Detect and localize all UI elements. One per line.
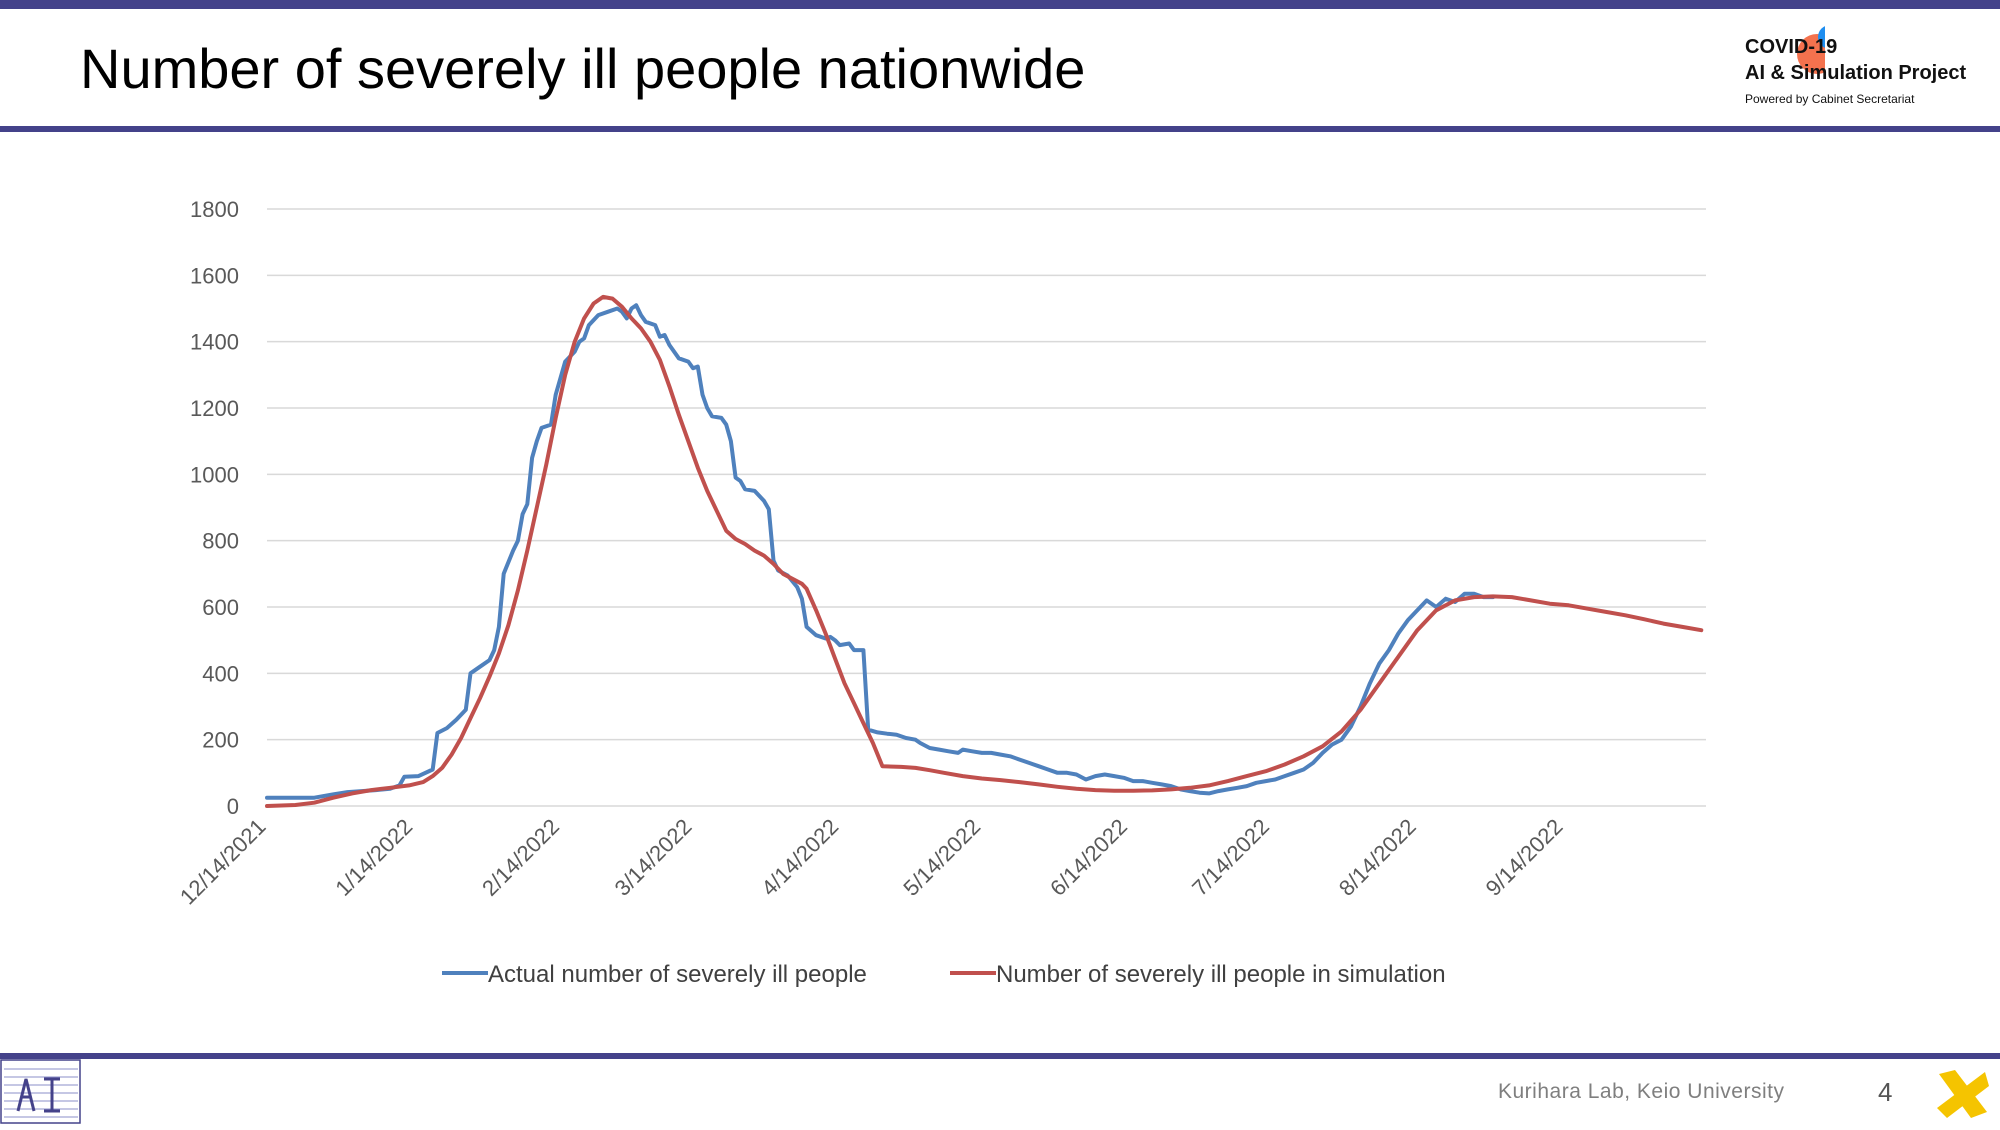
legend-label-simulation: Number of severely ill people in simulat… (996, 961, 1446, 988)
y-tick-label: 0 (227, 794, 239, 819)
x-tick-label: 5/14/2022 (898, 814, 985, 901)
y-tick-label: 1000 (190, 462, 239, 487)
footer-divider (0, 1053, 2000, 1059)
x-tick-label: 9/14/2022 (1481, 814, 1568, 901)
footer-credit: Kurihara Lab, Keio University (1498, 1080, 1785, 1103)
x-tick-label: 3/14/2022 (610, 814, 697, 901)
x-tick-label: 4/14/2022 (756, 814, 843, 901)
logo-orange-circle (1797, 34, 1825, 74)
x-tick-label: 2/14/2022 (477, 814, 564, 901)
x-tick-label: 8/14/2022 (1334, 814, 1421, 901)
x-tick-label: 6/14/2022 (1045, 814, 1132, 901)
x-tick-label: 12/14/2021 (175, 814, 271, 910)
y-tick-label: 800 (202, 529, 239, 554)
x-tick-label: 1/14/2022 (330, 814, 417, 901)
series-line-actual (265, 303, 1495, 800)
y-tick-label: 400 (202, 661, 239, 686)
y-tick-label: 1400 (190, 330, 239, 355)
top-accent-bar (0, 0, 2000, 9)
chart-svg: 0 200 400 600 800 1000 1200 1400 1600 1800 12/14/2… (175, 197, 1706, 988)
page-title: Number of severely ill people nationwide (80, 37, 1086, 100)
y-tick-label: 200 (202, 728, 239, 753)
keio-x-icon (1937, 1070, 1989, 1118)
keio-logo (1935, 1068, 1991, 1125)
y-tick-label: 600 (202, 595, 239, 620)
y-tick-label: 1600 (190, 263, 239, 288)
legend-label-actual: Actual number of severely ill people (488, 961, 867, 988)
page-number: 4 (1878, 1077, 1893, 1107)
series-line-simulation (265, 294, 1704, 808)
line-chart: 0 200 400 600 800 1000 1200 1400 1600 1800 12/14/2… (0, 150, 2000, 1010)
y-tick-label: 1200 (190, 396, 239, 421)
covid19-project-logo: COVID-19 AI & Simulation Project Powered… (1745, 24, 1985, 114)
lab-logo (0, 1059, 82, 1130)
logo-circles-icon (1797, 26, 1825, 74)
ai-lab-icon (0, 1059, 81, 1124)
logo-blue-circle (1818, 26, 1825, 48)
logo-line-1: COVID-19 (1745, 36, 1838, 58)
logo-line-2: AI & Simulation Project (1745, 62, 1967, 84)
logo-line-3: Powered by Cabinet Secretariat (1745, 92, 1915, 106)
y-tick-label: 1800 (190, 197, 239, 222)
header-divider (0, 126, 2000, 132)
x-tick-label: 7/14/2022 (1187, 814, 1274, 901)
